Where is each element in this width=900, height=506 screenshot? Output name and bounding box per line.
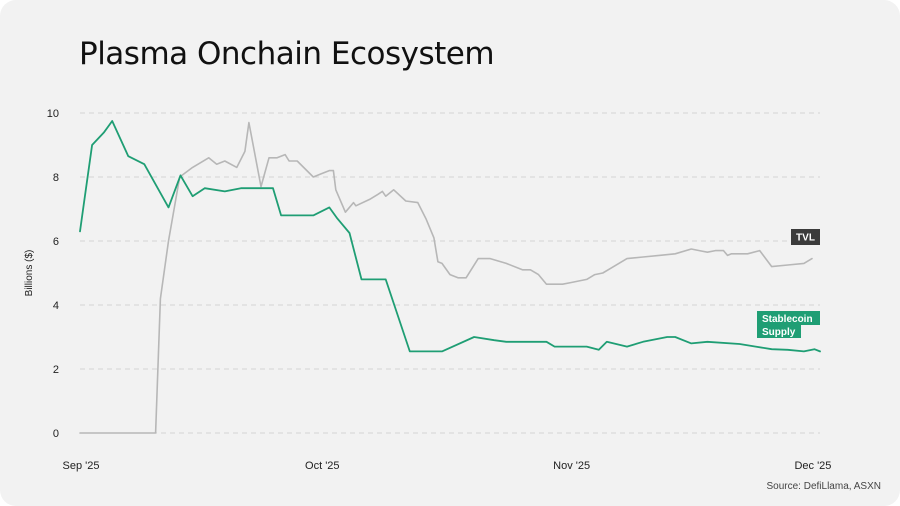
stablecoin-label-box-line2 (757, 324, 801, 338)
grid-lines (80, 112, 820, 434)
tvl-line (79, 121, 813, 434)
y-tick-label: 4 (53, 300, 59, 312)
stablecoin-supply-line (79, 120, 821, 353)
y-tick-label: 10 (47, 108, 59, 120)
y-tick-label: 6 (53, 236, 59, 248)
y-tick-label: 8 (53, 172, 59, 184)
y-tick-label: 0 (53, 428, 59, 440)
y-axis-label: Billions ($) (24, 250, 35, 297)
x-tick-label: Oct '25 (305, 460, 340, 472)
source-note: Source: DefiLlama, ASXN (766, 481, 882, 492)
tvl-label: TVL (796, 233, 815, 244)
x-tick-label: Dec '25 (794, 460, 831, 472)
chart-title: Plasma Onchain Ecosystem (79, 36, 495, 72)
stablecoin-label-box-line1 (757, 311, 820, 325)
stablecoin-label-line1: Stablecoin (762, 314, 813, 325)
x-axis-ticks: Sep '25 Oct '25 Nov '25 Dec '25 (63, 460, 832, 472)
y-tick-label: 2 (53, 364, 59, 376)
series-lines (79, 120, 821, 434)
y-axis-ticks: 0 2 4 6 8 10 (47, 108, 59, 440)
x-tick-label: Nov '25 (553, 460, 590, 472)
x-tick-label: Sep '25 (63, 460, 100, 472)
series-labels: TVL Stablecoin Supply (757, 229, 820, 338)
stablecoin-label-line2: Supply (762, 327, 796, 338)
tvl-label-box (791, 229, 820, 245)
